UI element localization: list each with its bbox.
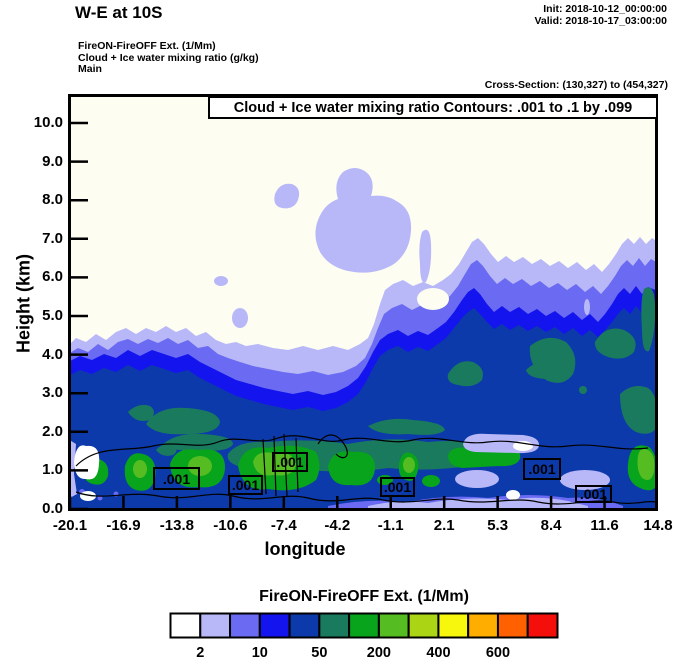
colorbar-cell: [496, 612, 529, 639]
y-tick-label: 1.0: [42, 461, 63, 479]
y-axis-label: Height (km): [13, 254, 34, 353]
colorbar-cell: [526, 612, 559, 639]
contour-label-box: .001: [523, 458, 561, 480]
contour-label-box: .001: [272, 452, 308, 472]
x-tick-label: 8.4: [540, 517, 562, 534]
colorbar-cell: [199, 612, 232, 639]
colorbar-cell: [437, 612, 470, 639]
x-tick-label: 2.1: [433, 517, 455, 534]
colorbar-cell: [288, 612, 321, 639]
colorbar-tick-label: 200: [366, 645, 391, 661]
page-title: W-E at 10S: [75, 3, 163, 22]
y-tick-label: 9.0: [42, 152, 63, 170]
x-tick-label: -16.9: [106, 517, 141, 534]
y-tick-label: 7.0: [42, 229, 63, 247]
colorbar-cell: [169, 612, 202, 639]
model-times: Init: 2018-10-12_00:00:00 Valid: 2018-10…: [534, 3, 667, 27]
x-tick-label: -4.2: [324, 517, 351, 534]
colorbar-tick-label: 400: [426, 645, 451, 661]
white-holes: [74, 288, 533, 501]
x-tick-label: 11.6: [590, 517, 619, 534]
x-axis-label: longitude: [264, 539, 346, 559]
contour-info-box: Cloud + Ice water mixing ratio Contours:…: [208, 96, 658, 119]
contour-label-box: .001: [228, 475, 263, 495]
colorbar-title: FireON-FireOFF Ext. (1/Mm): [259, 588, 469, 605]
x-tick-label: -7.4: [270, 517, 297, 534]
x-tick-label: 14.8: [643, 517, 673, 534]
plot-area: [68, 94, 658, 511]
contour-plot-svg: [68, 94, 658, 511]
field-line-domain: Main: [78, 63, 102, 75]
colorbar-tick-label: 600: [485, 645, 511, 661]
field-line-extinction: FireON-FireOFF Ext. (1/Mm): [78, 40, 216, 52]
colorbar-cell: [258, 612, 291, 639]
colorbar-tick-label: 2: [196, 645, 205, 661]
colorbar-cell: [318, 612, 351, 639]
y-tick-label: 2.0: [42, 422, 63, 440]
valid-time: Valid: 2018-10-17_03:00:00: [534, 15, 667, 27]
y-tick-label: 8.0: [42, 191, 63, 209]
plot-frame: [68, 94, 658, 511]
x-tick-label: -1.1: [377, 517, 404, 534]
y-tick-label: 5.0: [42, 307, 63, 324]
colorbar-cell: [467, 612, 499, 639]
y-tick-label: 6.0: [42, 268, 63, 286]
x-tick-label: -20.1: [52, 517, 88, 534]
x-tick-label: -10.6: [213, 517, 248, 534]
contour-label-box: .001: [380, 477, 415, 497]
colorbar-tick-label: 10: [251, 645, 268, 661]
x-tick-label: 5.3: [487, 517, 509, 534]
y-tick-label: 10.0: [33, 114, 63, 131]
contour-label-box: .001: [153, 467, 200, 490]
y-tick-label: 4.0: [42, 345, 63, 363]
colorbar-tick-label: 50: [311, 645, 328, 661]
init-time: Init: 2018-10-12_00:00:00: [543, 3, 667, 15]
field-line-mixing-ratio: Cloud + Ice water mixing ratio (g/kg): [78, 51, 259, 64]
x-tick-label: -13.8: [159, 517, 194, 534]
colorbar-cell: [229, 612, 261, 639]
colorbar-cell: [407, 612, 440, 639]
aloft-patches: [214, 168, 590, 328]
colorbar: [169, 612, 559, 639]
y-tick-label: 0.0: [42, 500, 63, 517]
colorbar-cell: [377, 612, 410, 639]
contour-label-box: .001: [575, 485, 612, 503]
y-tick-label: 3.0: [42, 384, 63, 402]
colorbar-svg: [169, 612, 559, 639]
field-description: FireON-FireOFF Ext. (1/Mm) Cloud + Ice w…: [78, 40, 259, 76]
cross-section-coords: Cross-Section: (130,327) to (454,327): [484, 79, 668, 91]
colorbar-cell: [348, 612, 380, 639]
